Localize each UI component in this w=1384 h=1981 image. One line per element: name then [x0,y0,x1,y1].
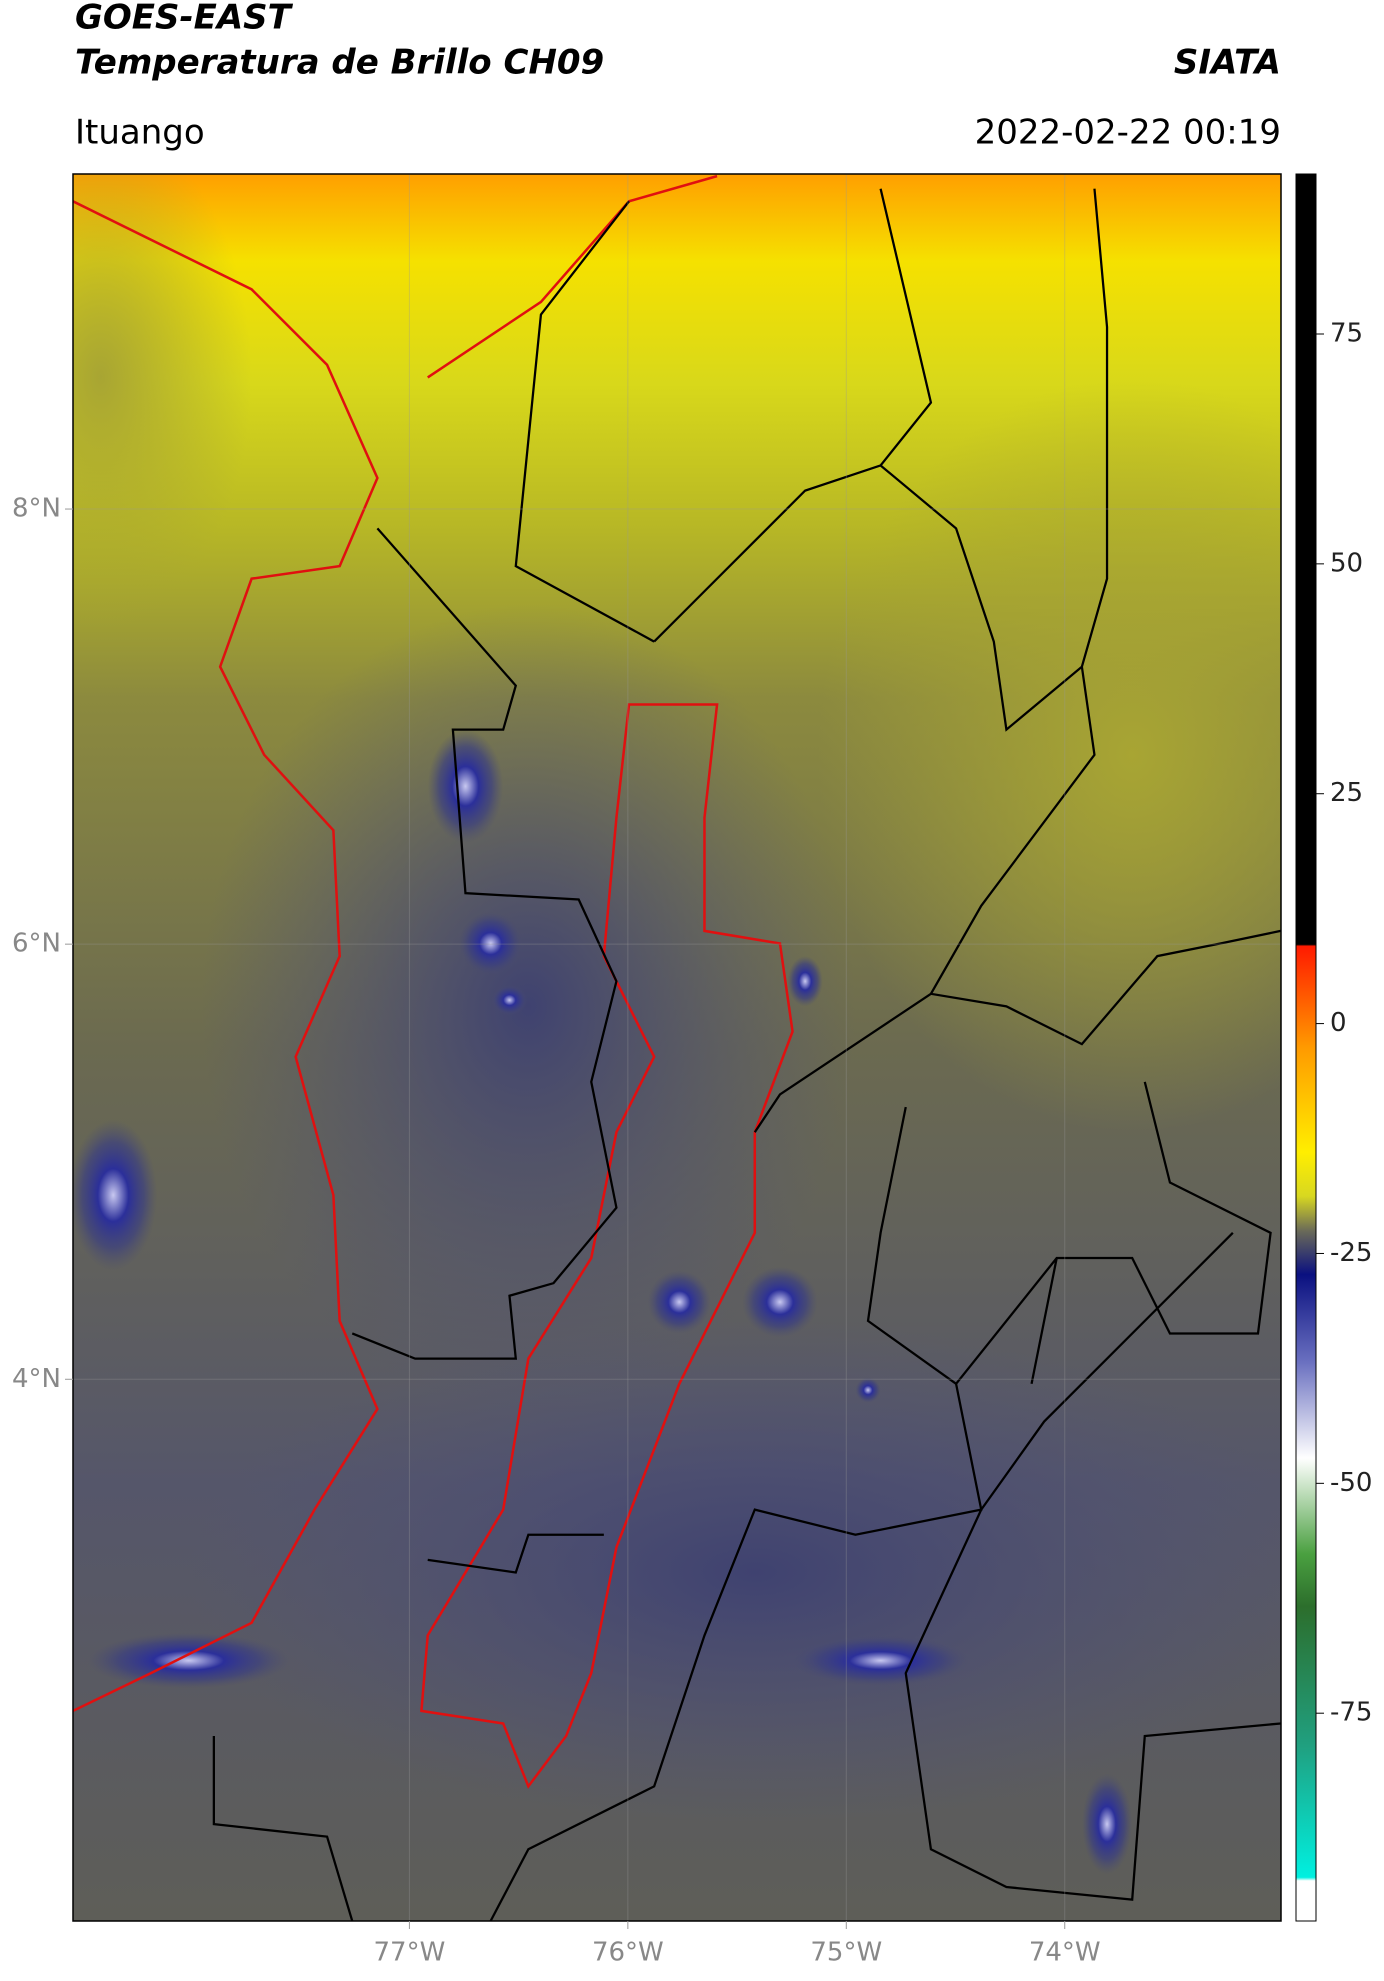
graticule [73,174,1281,1921]
colorbar-tick-label: -50 [1330,1468,1372,1498]
lon-tick-label: 76°W [592,1938,664,1968]
subtitle: Temperatura de Brillo CH09 [75,43,604,83]
lon-tick-label: 74°W [1029,1938,1101,1968]
lon-tick-label: 75°W [810,1938,882,1968]
lon-tick-label: 77°W [374,1938,446,1968]
colorbar-tick-label: 25 [1330,778,1363,808]
datetime: 2022-02-22 00:19 [975,113,1281,153]
colorbar-tick-label: -25 [1330,1238,1372,1268]
map-frame [72,173,1282,1922]
title: GOES-EAST [75,0,294,38]
colorbar-tick-label: -75 [1330,1698,1372,1728]
lat-tick-label: 8°N [12,494,61,524]
lat-tick-label: 4°N [12,1364,61,1394]
source: SIATA [1174,43,1281,83]
map-image [73,174,1281,1921]
colorbar-tick-label: 50 [1330,548,1363,578]
colorbar-tick-label: 75 [1330,318,1363,348]
region: Ituango [75,113,205,153]
colorbar-tick-label: 0 [1330,1008,1347,1038]
colorbar [1295,173,1317,1922]
lat-tick-label: 6°N [12,929,61,959]
